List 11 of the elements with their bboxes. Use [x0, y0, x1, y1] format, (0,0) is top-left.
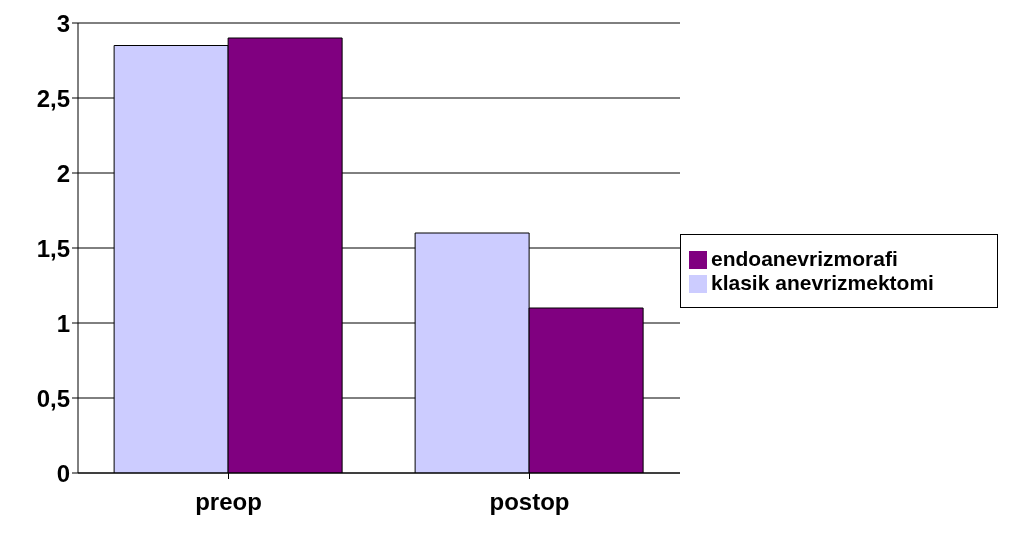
y-tick-label: 2 [56, 159, 70, 187]
y-tick-label: 2,5 [36, 84, 70, 112]
y-tick-label: 1 [56, 309, 70, 337]
y-tick-label: 0 [56, 459, 70, 487]
y-tick-label: 1,5 [36, 234, 70, 262]
x-tick-label: postop [489, 488, 570, 516]
y-tick-label: 0,5 [36, 384, 70, 412]
x-tick-label: preop [195, 488, 262, 516]
legend-label: endoanevrizmorafi [711, 246, 898, 270]
legend-label: klasik anevrizmektomi [711, 270, 934, 294]
y-tick-label: 3 [56, 9, 70, 37]
